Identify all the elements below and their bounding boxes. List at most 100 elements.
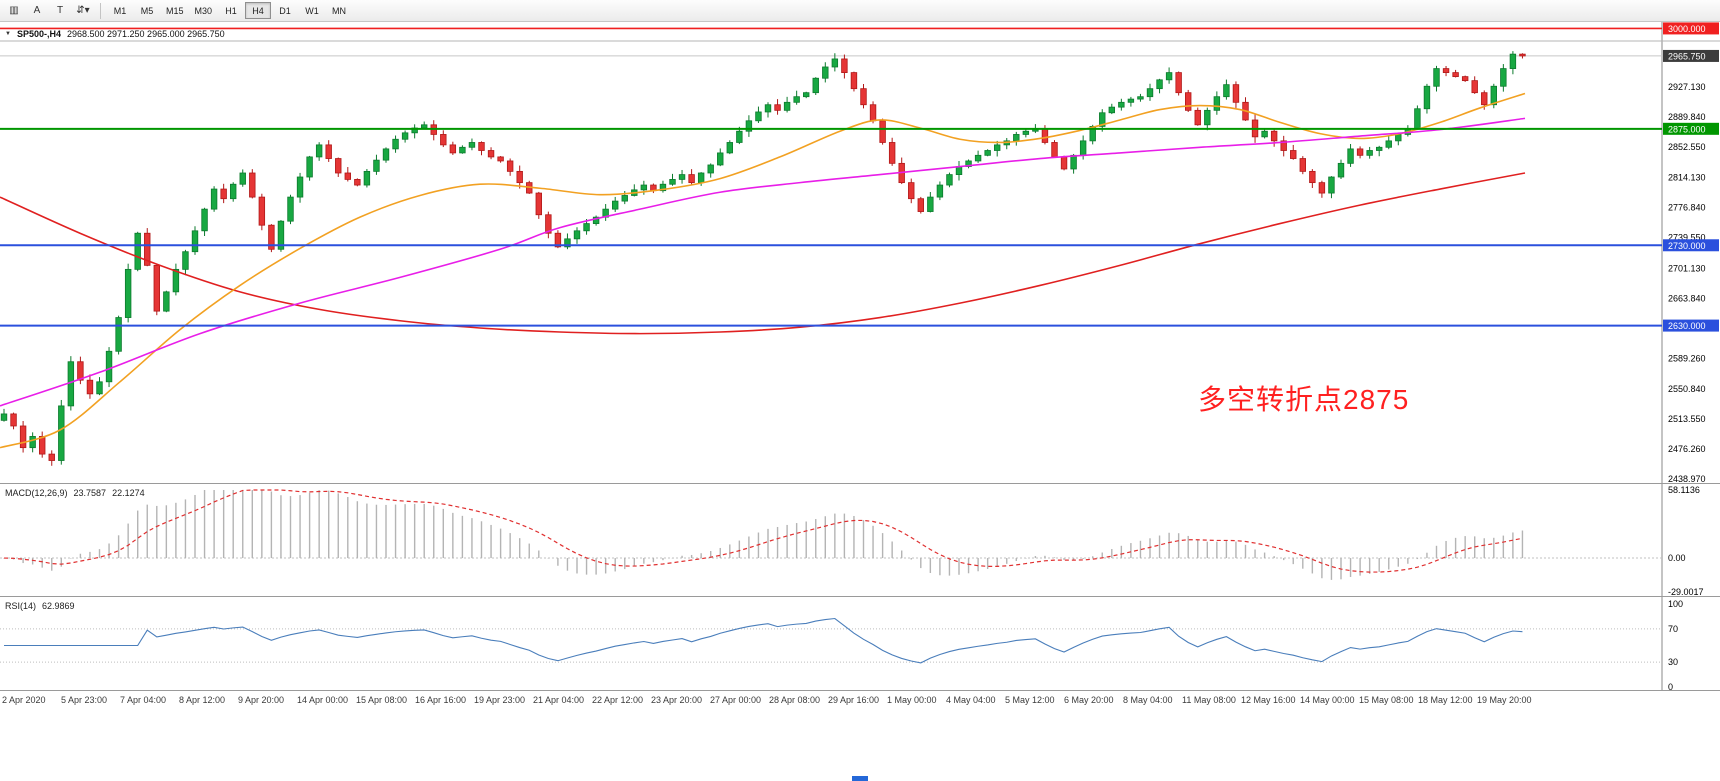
time-label: 7 Apr 04:00 xyxy=(120,695,167,705)
chart-window-button[interactable]: ▥ xyxy=(3,2,25,20)
rsi-chart[interactable]: 100 70 30 0 xyxy=(0,597,1720,690)
price-tick: 2852.550 xyxy=(1668,142,1706,152)
symbol-period-label: SP500-,H4 xyxy=(16,29,61,39)
price-tick: 2889.840 xyxy=(1668,112,1706,122)
price-tag-2630.000 xyxy=(1663,319,1719,332)
timeframe-group: M1 M5 M15 M30 H1 H4 D1 W1 MN xyxy=(107,2,352,19)
timeframe-h1-button[interactable]: H1 xyxy=(218,2,244,19)
macd-axis-tick: -29.0017 xyxy=(1668,587,1704,596)
price-tag-2875.000 xyxy=(1663,122,1719,135)
time-label: 29 Apr 16:00 xyxy=(828,695,880,705)
chart-annotation-text[interactable]: 多空转折点2875 xyxy=(1198,384,1410,415)
timeframe-mn-button[interactable]: MN xyxy=(326,2,352,19)
price-tick: 2663.840 xyxy=(1668,293,1706,303)
price-tick: 2927.130 xyxy=(1668,82,1706,92)
time-label: 11 May 08:00 xyxy=(1182,695,1236,705)
price-tick: 2513.550 xyxy=(1668,414,1706,424)
price-tag-3000.000 xyxy=(1663,22,1719,35)
price-tick: 2550.840 xyxy=(1668,384,1706,394)
timeframe-m30-button[interactable]: M30 xyxy=(190,2,218,19)
ma-line-mid-orange xyxy=(0,92,1526,449)
macd-main-value: 23.7587 xyxy=(73,488,107,498)
annotate-a-button[interactable]: A xyxy=(26,2,48,20)
price-tick: 2701.130 xyxy=(1668,263,1706,273)
macd-axis-tick: 0.00 xyxy=(1668,553,1686,563)
rsi-axis-tick: 30 xyxy=(1668,657,1678,667)
svg-text:2730.000: 2730.000 xyxy=(1668,241,1706,251)
time-label: 19 May 20:00 xyxy=(1477,695,1532,705)
macd-histogram xyxy=(3,490,1524,580)
time-label: 27 Apr 00:00 xyxy=(710,695,762,705)
macd-panel: 58.1136 0.00 -29.0017 MACD(12,26,9) 23.758… xyxy=(0,484,1720,596)
current-price-tag xyxy=(1663,49,1719,62)
price-tick: 2476.260 xyxy=(1668,444,1706,454)
toolbar-tools: ▥ A T ⇵▾ xyxy=(3,2,94,20)
timeframe-h4-button[interactable]: H4 xyxy=(245,2,272,19)
time-label: 15 Apr 08:00 xyxy=(356,695,408,705)
collapse-icon[interactable]: ▼ xyxy=(5,31,11,37)
taskbar-peek-icon[interactable] xyxy=(852,776,868,781)
price-tick: 2814.130 xyxy=(1668,173,1706,183)
macd-chart[interactable]: 58.1136 0.00 -29.0017 xyxy=(0,484,1720,596)
macd-axis-tick: 58.1136 xyxy=(1668,485,1700,495)
price-tag-2730.000 xyxy=(1663,239,1719,252)
timeframe-m15-button[interactable]: M15 xyxy=(161,2,189,19)
time-label: 23 Apr 20:00 xyxy=(651,695,703,705)
macd-label: MACD(12,26,9) 23.7587 22.1274 xyxy=(5,488,145,498)
time-label: 21 Apr 04:00 xyxy=(533,695,585,705)
candles-layer[interactable] xyxy=(0,51,1526,466)
time-label: 14 Apr 00:00 xyxy=(297,695,349,705)
time-label: 14 May 00:00 xyxy=(1300,695,1355,705)
timeframe-m5-button[interactable]: M5 xyxy=(134,2,160,19)
time-label: 8 Apr 12:00 xyxy=(179,695,226,705)
time-label: 5 Apr 23:00 xyxy=(61,695,108,705)
panel-separator-rsi[interactable] xyxy=(0,596,1720,597)
timeframe-w1-button[interactable]: W1 xyxy=(299,2,325,19)
rsi-axis[interactable]: 100 70 30 0 xyxy=(1668,599,1683,690)
toolbar-separator xyxy=(100,2,101,19)
hlines-layer[interactable] xyxy=(0,27,1662,327)
time-label: 28 Apr 08:00 xyxy=(769,695,821,705)
svg-text:2630.000: 2630.000 xyxy=(1668,321,1706,331)
macd-signal-value: 22.1274 xyxy=(112,488,145,498)
time-label: 9 Apr 20:00 xyxy=(238,695,285,705)
time-label: 15 May 08:00 xyxy=(1359,695,1414,705)
time-label: 5 May 12:00 xyxy=(1005,695,1055,705)
rsi-panel: 100 70 30 0 RSI(14) 62.9869 xyxy=(0,597,1720,690)
time-label: 12 May 16:00 xyxy=(1241,695,1296,705)
price-tick: 2589.260 xyxy=(1668,353,1706,363)
time-label: 1 May 00:00 xyxy=(887,695,937,705)
panel-separator-macd[interactable] xyxy=(0,483,1720,484)
price-tick: 2776.840 xyxy=(1668,203,1706,213)
rsi-label: RSI(14) 62.9869 xyxy=(5,601,75,611)
rsi-axis-tick: 100 xyxy=(1668,599,1683,609)
time-label: 6 May 20:00 xyxy=(1064,695,1114,705)
macd-signal-line xyxy=(3,489,1523,573)
rsi-line xyxy=(4,617,1523,664)
rsi-title: RSI(14) xyxy=(5,601,37,611)
time-axis[interactable]: 2 Apr 2020 5 Apr 23:00 7 Apr 04:00 8 Apr 12… xyxy=(0,691,1720,711)
svg-text:3000.000: 3000.000 xyxy=(1668,24,1706,34)
rsi-axis-tick: 70 xyxy=(1668,624,1678,634)
candlestick-chart[interactable]: 2965.750 2927.130 2889.840 2852.550 2814.130… xyxy=(0,22,1720,483)
svg-text:2875.000: 2875.000 xyxy=(1668,124,1706,134)
ma-line-fast-magenta xyxy=(0,117,1526,407)
time-axis-separator xyxy=(0,690,1720,691)
annotate-t-button[interactable]: T xyxy=(49,2,71,20)
time-label: 2 Apr 2020 xyxy=(2,695,46,705)
price-tick: 2438.970 xyxy=(1668,474,1706,483)
time-label: 8 May 04:00 xyxy=(1123,695,1173,705)
main-toolbar: ▥ A T ⇵▾ M1 M5 M15 M30 H1 H4 D1 W1 MN xyxy=(0,0,1720,22)
timeframe-m1-button[interactable]: M1 xyxy=(107,2,133,19)
price-axis[interactable]: 2965.750 2927.130 2889.840 2852.550 2814.130… xyxy=(1663,22,1719,483)
timeframe-d1-button[interactable]: D1 xyxy=(272,2,298,19)
arrange-arrows-button[interactable]: ⇵▾ xyxy=(72,2,94,20)
rsi-levels xyxy=(0,628,1662,663)
time-label: 22 Apr 12:00 xyxy=(592,695,644,705)
rsi-axis-tick: 0 xyxy=(1668,682,1673,690)
rsi-value: 62.9869 xyxy=(42,601,75,611)
macd-axis[interactable]: 58.1136 0.00 -29.0017 xyxy=(1668,485,1704,596)
svg-text:2965.750: 2965.750 xyxy=(1668,51,1706,61)
ohlc-values: 2968.500 2971.250 2965.000 2965.750 xyxy=(66,29,225,39)
